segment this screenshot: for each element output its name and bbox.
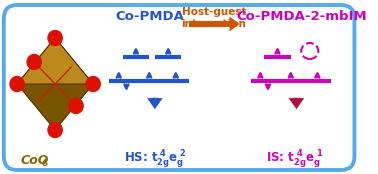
Text: IS: $\mathregular{t_{2g}^{\ 4}e_g^{\ 1}}$: IS: $\mathregular{t_{2g}^{\ 4}e_g^{\ 1}}… [266,148,324,170]
Text: CoO: CoO [21,155,49,168]
Polygon shape [17,38,93,84]
Polygon shape [17,38,93,130]
FancyBboxPatch shape [4,5,355,170]
Text: HS: $\mathregular{t_{2g}^{\ 4}e_g^{\ 2}}$: HS: $\mathregular{t_{2g}^{\ 4}e_g^{\ 2}}… [124,148,187,170]
Circle shape [27,54,41,69]
Text: 6: 6 [42,160,48,168]
Circle shape [69,98,83,113]
Text: Host-guest: Host-guest [181,7,246,17]
Circle shape [86,77,100,92]
Circle shape [48,30,62,45]
Text: Co-PMDA: Co-PMDA [116,10,184,22]
Circle shape [10,77,24,92]
Text: interaction: interaction [181,19,246,29]
Circle shape [48,122,62,137]
Text: Co-PMDA-2-mbIM: Co-PMDA-2-mbIM [237,10,367,22]
